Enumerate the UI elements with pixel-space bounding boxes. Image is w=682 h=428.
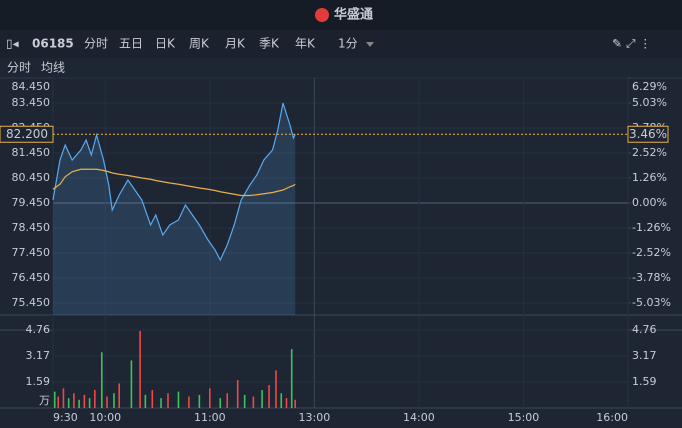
toggle-icon[interactable]: ▯◂ — [6, 37, 19, 51]
volume-bar — [188, 396, 190, 408]
y-tick-label: 81.450 — [12, 146, 51, 159]
volume-bar — [62, 388, 65, 408]
y-tick-label: 80.450 — [12, 171, 51, 184]
volume-tick-label: 4.76 — [632, 323, 657, 336]
current-price-box — [0, 125, 54, 143]
volume-tick-label: 1.59 — [26, 375, 51, 388]
volume-bar — [94, 389, 96, 408]
volume-bar — [88, 398, 91, 408]
volume-bar — [167, 393, 169, 408]
y-tick-label: 77.450 — [12, 246, 51, 259]
volume-bar — [100, 352, 103, 408]
y2-tick-label: 0.00% — [632, 196, 667, 209]
brand: 华盛通 — [334, 7, 373, 23]
stock-code: 06185 — [32, 37, 74, 51]
volume-bar — [78, 399, 80, 408]
x-tick-label: 16:00 — [596, 411, 628, 424]
volume-bar — [290, 349, 293, 408]
volume-bar — [177, 391, 180, 408]
y2-tick-label: 5.03% — [632, 96, 667, 109]
volume-bar — [83, 394, 86, 408]
x-tick-label: 11:00 — [194, 411, 226, 424]
volume-tick-label: 3.17 — [26, 349, 51, 362]
current-price-label: 82.200 — [6, 127, 48, 141]
volume-bar — [113, 393, 115, 408]
tab[interactable]: 日K — [155, 37, 176, 51]
current-change-label: 3.46% — [629, 127, 667, 141]
volume-bar — [57, 396, 60, 408]
volume-bar — [268, 385, 270, 408]
y2-tick-label: -2.52% — [632, 246, 671, 259]
volume-bar — [294, 399, 296, 408]
volume-bar — [243, 394, 246, 408]
tab[interactable]: 月K — [225, 37, 246, 51]
current-change-box — [627, 125, 669, 143]
x-tick-label: 9:30 — [53, 411, 78, 424]
volume-bar — [226, 393, 229, 408]
y2-tick-label: 6.29% — [632, 80, 667, 93]
tab[interactable]: 季K — [259, 37, 280, 51]
volume-bar — [252, 396, 255, 408]
volume-tick-label: 3.17 — [632, 349, 657, 362]
x-tick-label: 13:00 — [299, 411, 331, 424]
y-tick-label: 79.450 — [12, 196, 51, 209]
y2-tick-label: -5.03% — [632, 296, 671, 309]
tab[interactable]: 五日 — [119, 37, 143, 51]
volume-bar — [73, 393, 75, 408]
x-tick-label: 15:00 — [508, 411, 540, 424]
volume-bar — [285, 398, 288, 408]
y-tick-label: 75.450 — [12, 296, 51, 309]
volume-tick-label: 4.76 — [26, 323, 51, 336]
tab[interactable]: 周K — [189, 37, 210, 51]
volume-bar — [209, 388, 211, 408]
x-tick-label: 10:00 — [89, 411, 121, 424]
dropdown-arrow[interactable] — [366, 42, 374, 47]
volume-bar — [130, 360, 133, 408]
volume-bar — [139, 330, 141, 408]
volume-bar — [275, 370, 277, 408]
price-area — [53, 103, 296, 315]
y2-tick-label: 2.52% — [632, 146, 667, 159]
volume-bar — [151, 389, 154, 408]
y-tick-label: 84.450 — [12, 80, 51, 93]
series-line — [52, 102, 296, 262]
volume-bar — [219, 398, 222, 408]
y-tick-label: 78.450 — [12, 221, 51, 234]
y-tick-label: 76.450 — [12, 271, 51, 284]
volume-bar — [144, 394, 147, 408]
volume-bar — [118, 383, 121, 408]
interval[interactable]: 1分 — [338, 37, 358, 51]
tool-icon[interactable]: ✎ ⤢ ⋮ — [612, 37, 651, 51]
volume-bar — [261, 389, 263, 408]
logo — [315, 8, 329, 22]
legend-entry: 均线 — [41, 61, 65, 75]
volume-bar — [280, 393, 283, 408]
volume-bar — [236, 380, 239, 408]
tab[interactable]: 年K — [295, 37, 316, 51]
volume-bar — [198, 394, 201, 408]
series-line — [52, 168, 296, 197]
y-tick-label: 83.450 — [12, 96, 51, 109]
y2-tick-label: -1.26% — [632, 221, 671, 234]
y2-tick-label: -3.78% — [632, 271, 671, 284]
top-bar — [0, 0, 682, 30]
volume-bar — [67, 398, 70, 408]
volume-unit: 万 — [39, 394, 50, 407]
volume-bar — [160, 398, 162, 408]
legend-entry: 分时 — [7, 61, 31, 75]
volume-tick-label: 1.59 — [632, 375, 657, 388]
volume-bar — [53, 391, 56, 408]
y2-tick-label: 1.26% — [632, 171, 667, 184]
x-tick-label: 14:00 — [403, 411, 435, 424]
tab[interactable]: 分时 — [84, 37, 108, 51]
toolbar — [0, 30, 682, 58]
volume-bar — [106, 396, 108, 408]
